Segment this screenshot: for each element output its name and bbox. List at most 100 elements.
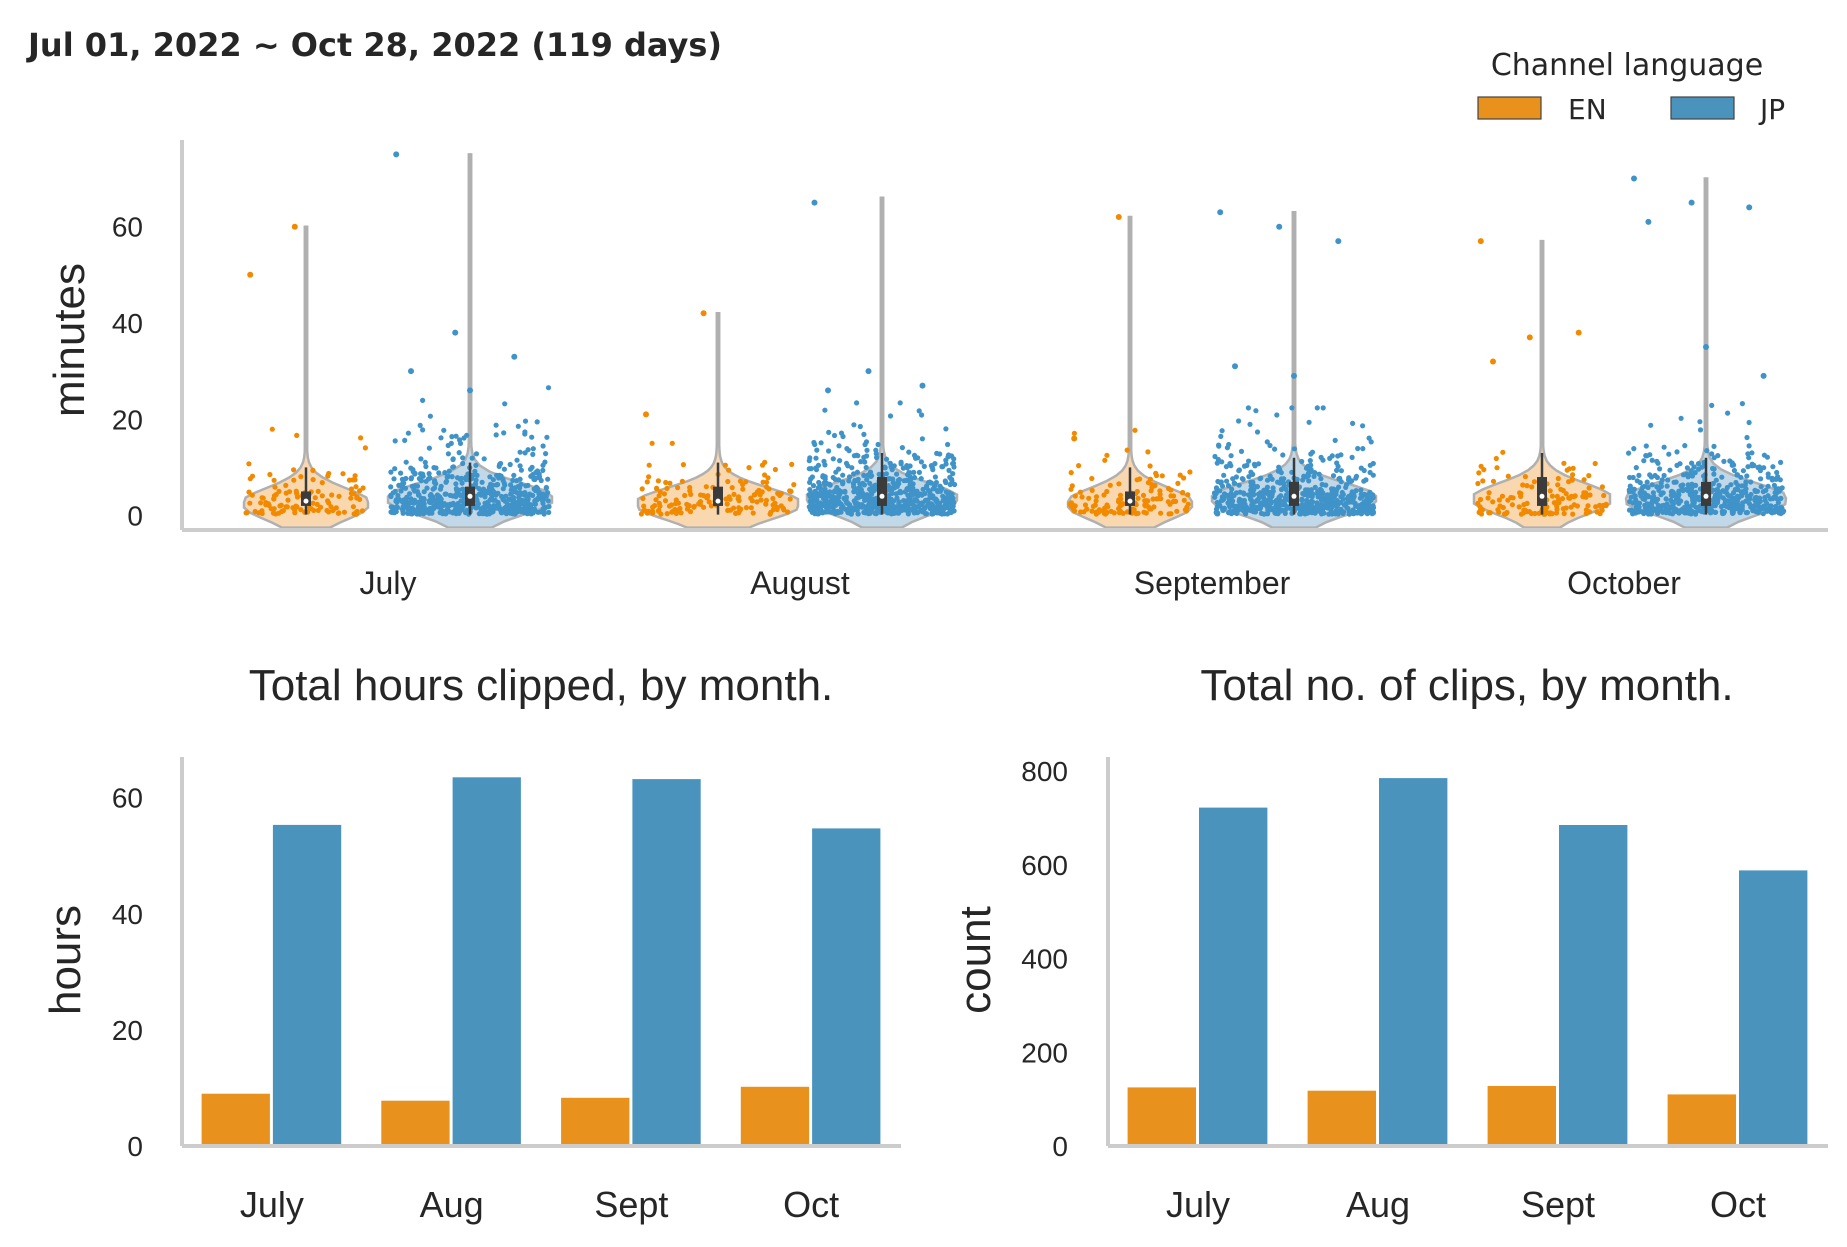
strip-point xyxy=(1211,490,1218,496)
strip-point xyxy=(1116,497,1122,503)
strip-point xyxy=(1755,464,1761,471)
strip-point xyxy=(414,483,421,489)
strip-point xyxy=(822,407,828,413)
strip-point xyxy=(837,458,843,464)
strip-point xyxy=(675,500,682,506)
strip-point xyxy=(649,440,655,446)
strip-point xyxy=(510,477,516,483)
strip-point xyxy=(1370,492,1376,498)
violin-en-october xyxy=(1472,239,1612,529)
strip-point xyxy=(1566,466,1572,472)
strip-point xyxy=(701,504,707,510)
strip-point xyxy=(868,473,874,479)
strip-point xyxy=(1497,503,1503,509)
strip-point xyxy=(1320,405,1326,411)
strip-point xyxy=(906,449,912,455)
strip-point xyxy=(688,491,694,497)
strip-point xyxy=(725,507,731,513)
strip-point xyxy=(729,485,735,491)
outlier-point xyxy=(643,411,649,418)
strip-point xyxy=(704,495,710,501)
strip-point xyxy=(1282,507,1288,513)
hours-bars xyxy=(201,777,881,1146)
strip-point xyxy=(834,501,841,507)
strip-point xyxy=(1641,490,1647,496)
strip-point xyxy=(350,504,356,510)
strip-point xyxy=(809,474,816,480)
strip-point xyxy=(1252,463,1258,469)
strip-point xyxy=(1338,506,1344,512)
strip-point xyxy=(1594,509,1600,515)
strip-point xyxy=(827,482,833,488)
outlier-point xyxy=(1217,209,1224,216)
strip-point xyxy=(1258,510,1264,516)
outlier-point xyxy=(1276,223,1283,230)
strip-point xyxy=(270,510,277,516)
outlier-point xyxy=(1526,334,1533,341)
strip-point xyxy=(401,504,407,510)
strip-point xyxy=(950,471,956,477)
strip-point xyxy=(1475,480,1481,487)
strip-point xyxy=(1104,452,1110,458)
strip-point xyxy=(429,510,435,516)
strip-point xyxy=(493,432,499,438)
strip-point xyxy=(838,505,845,511)
strip-point xyxy=(875,441,881,448)
strip-point xyxy=(1567,495,1573,501)
strip-point xyxy=(1555,475,1561,482)
strip-point xyxy=(1276,464,1282,470)
strip-point xyxy=(1725,410,1731,416)
strip-point xyxy=(517,463,523,469)
hours-y-tick-label: 60 xyxy=(112,783,143,814)
strip-point xyxy=(1353,509,1359,515)
strip-point xyxy=(894,483,900,489)
legend-swatch-en xyxy=(1477,96,1542,120)
strip-point xyxy=(1093,511,1099,517)
strip-point xyxy=(857,481,863,487)
strip-point xyxy=(1687,492,1693,498)
strip-point xyxy=(329,492,335,498)
strip-point xyxy=(1089,475,1095,482)
strip-point xyxy=(476,511,482,517)
strip-point xyxy=(545,385,552,391)
strip-point xyxy=(854,452,860,458)
strip-point xyxy=(907,482,913,488)
strip-point xyxy=(737,478,744,484)
strip-point xyxy=(932,483,938,489)
strip-point xyxy=(765,475,771,481)
strip-point xyxy=(646,474,652,480)
strip-point xyxy=(522,418,529,424)
strip-point xyxy=(1634,508,1640,514)
strip-point xyxy=(1765,483,1771,489)
strip-point xyxy=(1265,504,1271,510)
strip-point xyxy=(1634,503,1641,509)
strip-point xyxy=(1102,457,1108,463)
strip-point xyxy=(1494,465,1500,471)
strip-point xyxy=(862,459,868,465)
strip-point xyxy=(1319,493,1325,499)
strip-point xyxy=(462,509,469,516)
strip-point xyxy=(1291,446,1297,452)
strip-point xyxy=(1068,503,1074,509)
strip-point xyxy=(1345,477,1352,483)
median-dot xyxy=(715,498,721,504)
hours-y-tick-label: 40 xyxy=(112,899,143,930)
strip-point xyxy=(1072,493,1078,499)
legend-title: Channel language xyxy=(1491,48,1763,83)
outlier-point xyxy=(1760,372,1767,379)
outlier-point xyxy=(811,199,818,206)
strip-point xyxy=(450,464,457,470)
strip-point xyxy=(908,501,915,507)
strip-point xyxy=(946,467,952,473)
hours-bar-en-oct xyxy=(740,1086,810,1146)
strip-point xyxy=(861,503,867,509)
strip-point xyxy=(1310,491,1316,497)
strip-point xyxy=(430,486,436,492)
strip-point xyxy=(1778,459,1784,465)
date-range-title: Jul 01, 2022 ~ Oct 28, 2022 (119 days) xyxy=(26,26,722,64)
strip-point xyxy=(918,476,924,482)
strip-point xyxy=(1253,408,1259,414)
strip-point xyxy=(1711,443,1717,449)
strip-point xyxy=(1143,510,1149,516)
